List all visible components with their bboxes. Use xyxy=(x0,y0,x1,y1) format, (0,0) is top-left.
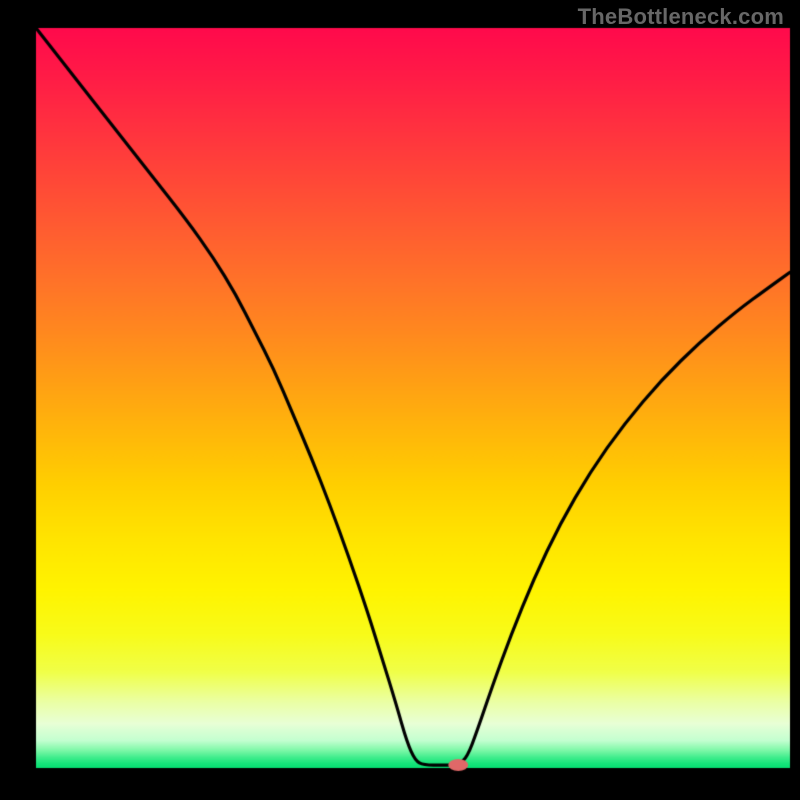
chart-stage: TheBottleneck.com xyxy=(0,0,800,800)
bottleneck-chart-canvas xyxy=(0,0,800,800)
watermark-label: TheBottleneck.com xyxy=(578,4,784,30)
